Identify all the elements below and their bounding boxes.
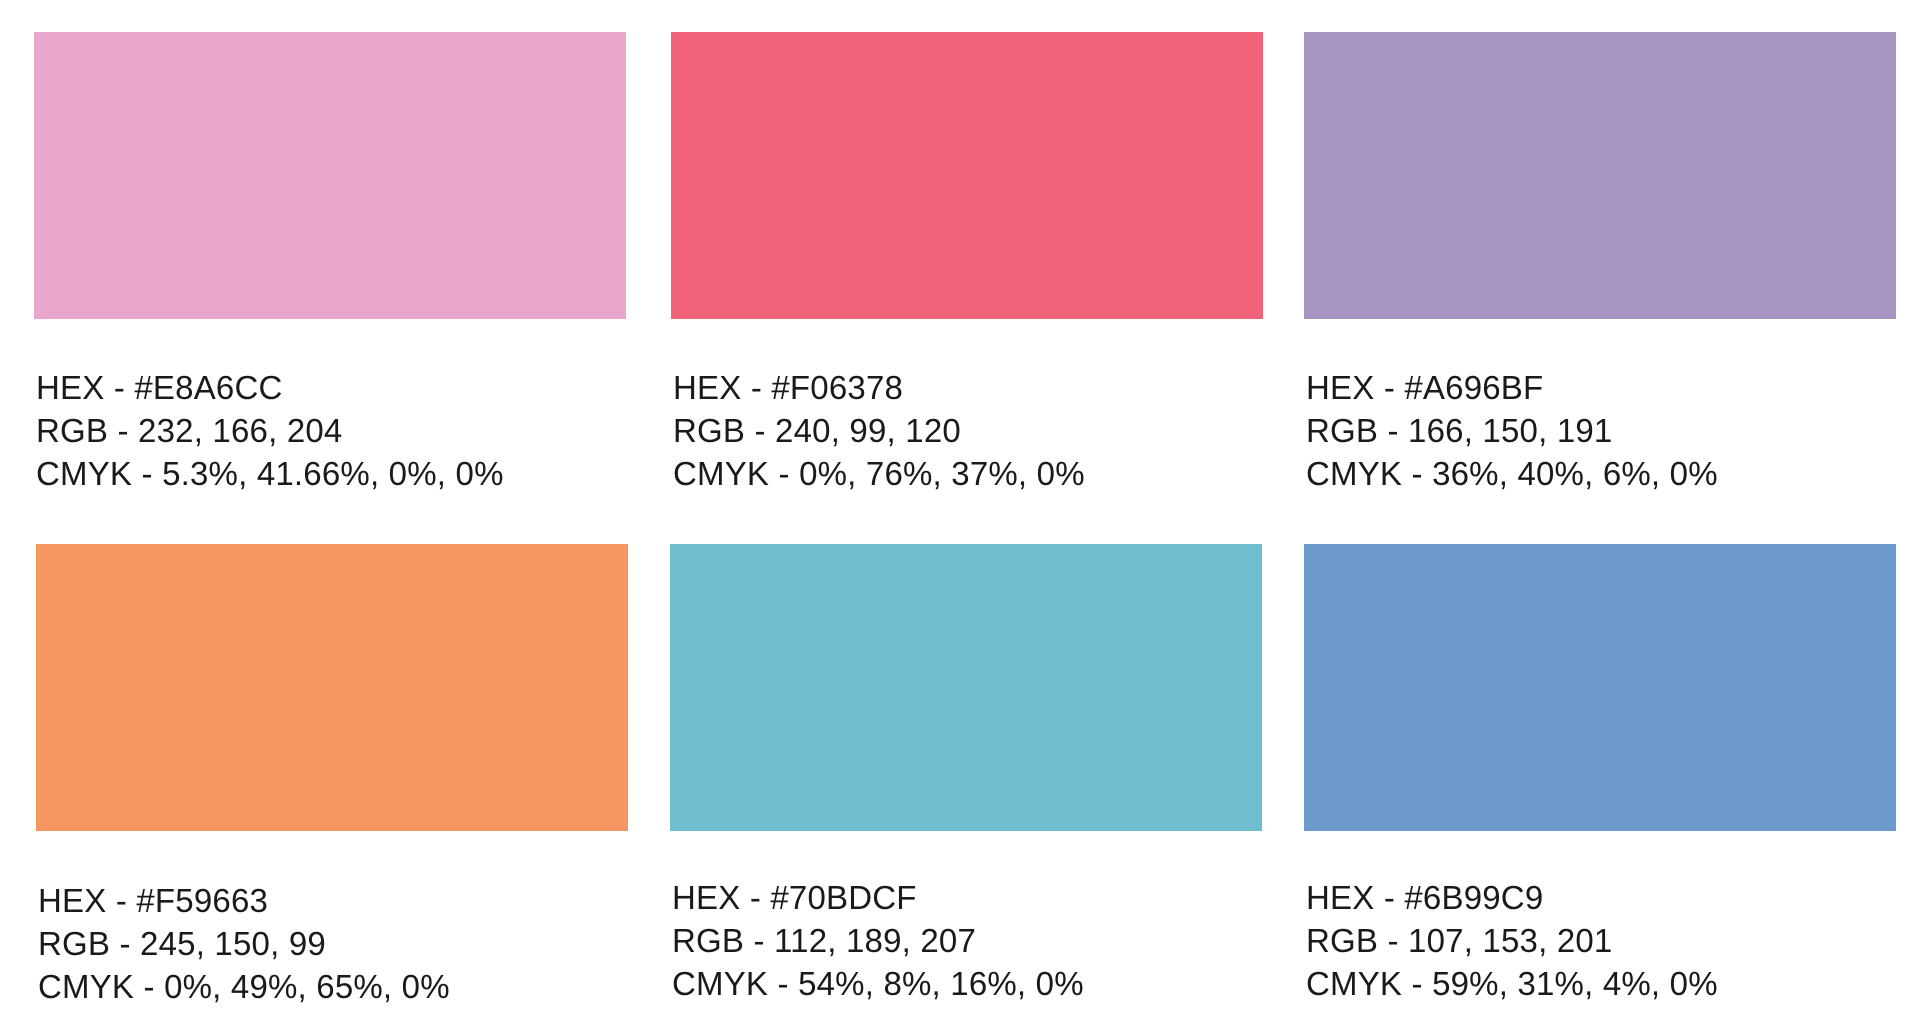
cmyk-value: CMYK - 54%, 8%, 16%, 0%	[672, 965, 1084, 1002]
swatch-info: HEX - #F06378 RGB - 240, 99, 120 CMYK - …	[671, 366, 1266, 495]
rgb-value: RGB - 245, 150, 99	[38, 925, 326, 962]
swatch-card: HEX - #F06378 RGB - 240, 99, 120 CMYK - …	[671, 32, 1266, 495]
hex-value: HEX - #F06378	[673, 369, 904, 406]
hex-value: HEX - #6B99C9	[1306, 879, 1544, 916]
hex-value: HEX - #A696BF	[1306, 369, 1544, 406]
color-swatch	[1304, 32, 1896, 319]
swatch-card: HEX - #6B99C9 RGB - 107, 153, 201 CMYK -…	[1304, 544, 1899, 1005]
swatch-info: HEX - #70BDCF RGB - 112, 189, 207 CMYK -…	[670, 876, 1265, 1005]
hex-value: HEX - #F59663	[38, 882, 269, 919]
cmyk-value: CMYK - 59%, 31%, 4%, 0%	[1306, 965, 1718, 1002]
rgb-value: RGB - 166, 150, 191	[1306, 412, 1613, 449]
swatch-info: HEX - #F59663 RGB - 245, 150, 99 CMYK - …	[36, 879, 631, 1008]
swatch-info: HEX - #E8A6CC RGB - 232, 166, 204 CMYK -…	[34, 366, 629, 495]
hex-value: HEX - #E8A6CC	[36, 369, 283, 406]
rgb-value: RGB - 240, 99, 120	[673, 412, 961, 449]
swatch-info: HEX - #6B99C9 RGB - 107, 153, 201 CMYK -…	[1304, 876, 1899, 1005]
swatch-card: HEX - #A696BF RGB - 166, 150, 191 CMYK -…	[1304, 32, 1899, 495]
cmyk-value: CMYK - 0%, 49%, 65%, 0%	[38, 968, 450, 1005]
hex-value: HEX - #70BDCF	[672, 879, 917, 916]
color-swatch	[671, 32, 1263, 319]
color-swatch	[34, 32, 626, 319]
cmyk-value: CMYK - 5.3%, 41.66%, 0%, 0%	[36, 455, 504, 492]
color-swatch	[1304, 544, 1896, 831]
rgb-value: RGB - 232, 166, 204	[36, 412, 343, 449]
color-swatch	[670, 544, 1262, 831]
swatch-card: HEX - #70BDCF RGB - 112, 189, 207 CMYK -…	[670, 544, 1265, 1005]
cmyk-value: CMYK - 36%, 40%, 6%, 0%	[1306, 455, 1718, 492]
swatch-info: HEX - #A696BF RGB - 166, 150, 191 CMYK -…	[1304, 366, 1899, 495]
rgb-value: RGB - 112, 189, 207	[672, 922, 977, 959]
swatch-card: HEX - #F59663 RGB - 245, 150, 99 CMYK - …	[36, 544, 631, 1008]
color-swatch	[36, 544, 628, 831]
rgb-value: RGB - 107, 153, 201	[1306, 922, 1613, 959]
cmyk-value: CMYK - 0%, 76%, 37%, 0%	[673, 455, 1085, 492]
swatch-card: HEX - #E8A6CC RGB - 232, 166, 204 CMYK -…	[34, 32, 629, 495]
